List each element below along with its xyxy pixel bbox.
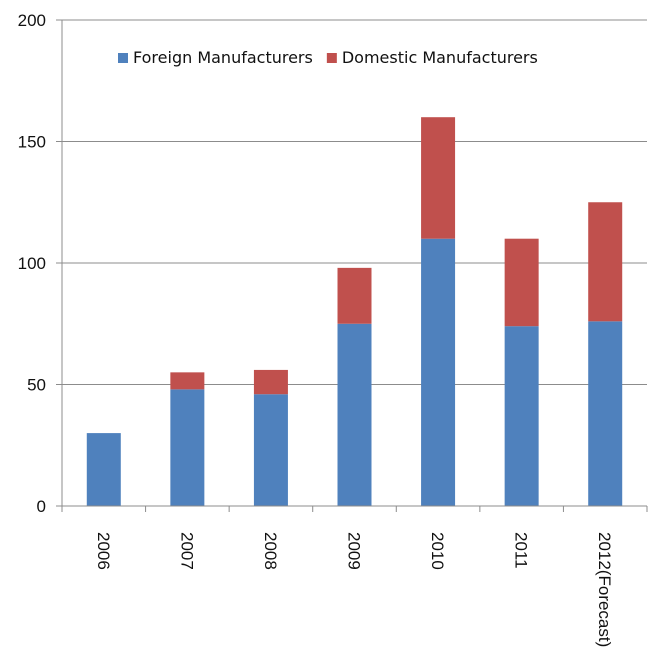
bars bbox=[86, 117, 623, 506]
y-tick-label: 50 bbox=[27, 376, 46, 395]
x-tick-label: 2009 bbox=[345, 532, 364, 570]
legend-swatch-domestic bbox=[326, 53, 337, 63]
bar-domestic-2008 bbox=[253, 369, 288, 395]
bar-foreign-2009 bbox=[337, 323, 372, 506]
y-tick-label: 0 bbox=[37, 497, 46, 516]
x-tick-label: 2010 bbox=[428, 532, 447, 570]
bar-domestic-2010 bbox=[421, 117, 456, 239]
x-tick-label: 2008 bbox=[261, 532, 280, 570]
bar-foreign-2012-forecast- bbox=[588, 321, 623, 506]
y-tick-label: 200 bbox=[18, 11, 46, 30]
bar-domestic-2011 bbox=[504, 238, 539, 327]
y-axis-tick-labels: 0 50 100 150 200 bbox=[18, 11, 46, 516]
x-tick-label: 2007 bbox=[177, 532, 196, 570]
legend-label-foreign: Foreign Manufacturers bbox=[133, 48, 313, 67]
legend: Foreign Manufacturers Domestic Manufactur… bbox=[118, 48, 538, 67]
bar-foreign-2008 bbox=[253, 394, 288, 506]
legend-swatch-foreign bbox=[118, 53, 128, 63]
bar-domestic-2009 bbox=[337, 267, 372, 324]
y-tick-label: 150 bbox=[18, 133, 46, 152]
x-axis-tick-labels: 2006 2007 2008 2009 2010 2011 2012(Forecast) bbox=[94, 532, 614, 647]
bar-foreign-2006 bbox=[86, 433, 121, 506]
bar-domestic-2007 bbox=[170, 372, 205, 390]
bar-foreign-2010 bbox=[421, 238, 456, 506]
bar-domestic-2012-forecast- bbox=[588, 202, 623, 322]
y-tick-label: 100 bbox=[18, 254, 46, 273]
bar-foreign-2011 bbox=[504, 326, 539, 506]
legend-label-domestic: Domestic Manufacturers bbox=[342, 48, 538, 67]
x-tick-label: 2006 bbox=[94, 532, 113, 570]
axes bbox=[56, 19, 648, 512]
x-tick-label: 2012(Forecast) bbox=[595, 532, 614, 647]
bar-foreign-2007 bbox=[170, 389, 205, 506]
x-tick-label: 2011 bbox=[512, 532, 531, 569]
